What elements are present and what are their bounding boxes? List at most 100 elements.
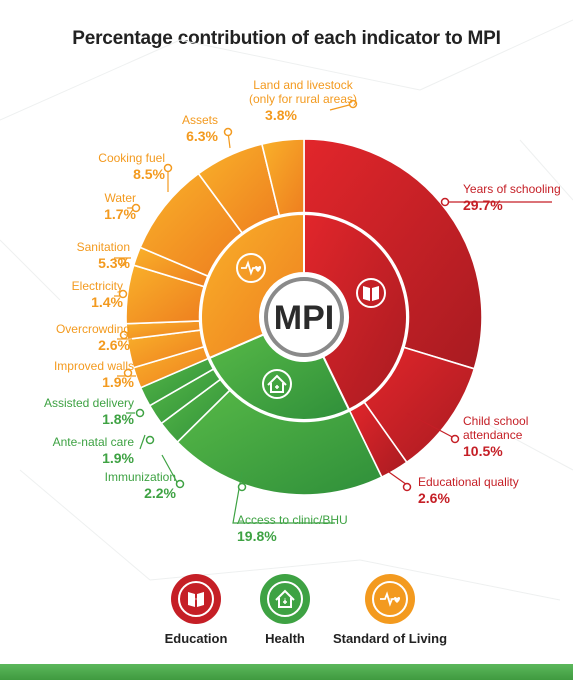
callout-value: 1.9%: [102, 374, 134, 390]
callout-label: Sanitation: [77, 240, 130, 254]
callout-value: 6.3%: [186, 128, 218, 144]
legend-badge-ring: [267, 581, 303, 617]
background-line: [0, 239, 61, 301]
callout-dot: [117, 257, 127, 267]
cross-icon: [275, 385, 279, 389]
callout-dot: [440, 197, 450, 207]
living-ring-icon: [236, 253, 266, 283]
legend-label: Standard of Living: [333, 631, 447, 646]
callout-label: Land and livestock: [253, 78, 353, 92]
callout-value: 10.5%: [463, 443, 503, 459]
callout-dot: [119, 330, 129, 340]
callout-value: 1.9%: [102, 450, 134, 466]
education-ring-icon: [356, 278, 386, 308]
callout-dot: [135, 408, 145, 418]
background-line: [179, 39, 421, 91]
callout-label: Overcrowding: [56, 322, 130, 336]
house-health-icon: [275, 589, 295, 608]
callout-label: Ante-natal care: [53, 435, 135, 449]
callout-value: 2.2%: [144, 485, 176, 501]
callout-value: 1.4%: [91, 294, 123, 310]
book-icon: [363, 286, 379, 301]
background-line: [149, 559, 361, 581]
callout-dot: [237, 482, 247, 492]
callout-line: [406, 412, 459, 441]
legend-item-health: Health: [260, 574, 310, 646]
house-health-icon: [267, 374, 287, 393]
heart-icon: [393, 596, 401, 603]
background-line: [419, 19, 573, 91]
callout-label: Electricity: [72, 279, 123, 293]
callout-value: 1.8%: [102, 411, 134, 427]
callout-dot: [163, 163, 173, 173]
callout-line: [161, 454, 179, 485]
heartbeat-icon: [241, 260, 255, 276]
background-line: [519, 139, 573, 201]
callout-label: attendance: [463, 428, 523, 442]
callout-label: (only for rural areas): [249, 92, 357, 106]
callout-value: 2.6%: [98, 337, 130, 353]
callout-label: Years of schooling: [463, 182, 561, 196]
callout-label: Improved walls: [54, 359, 134, 373]
callout-value: 8.5%: [133, 166, 165, 182]
callout-label: Assisted delivery: [44, 396, 134, 410]
callout-label: Child school: [463, 414, 528, 428]
callout-label: Assets: [182, 113, 218, 127]
callout-value: 5.3%: [98, 255, 130, 271]
callout-line: [139, 434, 146, 450]
callout-dot: [223, 127, 233, 137]
callout-dot: [118, 289, 128, 299]
legend-badge-ring: [178, 581, 214, 617]
background-line: [0, 39, 181, 121]
heartbeat-icon: [380, 591, 401, 607]
house-health-icon: [275, 589, 295, 608]
center-label: MPI: [274, 299, 334, 337]
callout-label: Access to clinic/BHU: [237, 513, 348, 527]
callout-dot: [175, 479, 185, 489]
legend-item-standard-of-living: Standard of Living: [333, 574, 447, 646]
callout-value: 19.8%: [237, 528, 277, 544]
callout-dot: [131, 203, 141, 213]
health-ring-icon: [262, 369, 292, 399]
footer-bar: [0, 664, 573, 680]
callout-land-and-livestock-only-for-rural-areas: Land and livestock(only for rural areas)…: [249, 78, 358, 123]
cross-icon: [283, 600, 287, 604]
callout-value: 1.7%: [104, 206, 136, 222]
callout-dot: [450, 434, 460, 444]
legend-label: Education: [165, 631, 228, 646]
center-circle: [264, 277, 344, 357]
book-icon: [188, 592, 204, 607]
callout-value: 29.7%: [463, 197, 503, 213]
background-network: [0, 19, 573, 601]
callout-label: Immunization: [105, 470, 176, 484]
callout-value: 3.8%: [265, 107, 297, 123]
chart-title: Percentage contribution of each indicato…: [72, 28, 501, 49]
background-line: [359, 559, 561, 601]
book-icon: [188, 592, 204, 607]
heartbeat-icon: [380, 591, 394, 607]
legend-item-education: Education: [165, 574, 228, 646]
legend-label: Health: [265, 631, 305, 646]
background-line: [479, 419, 573, 471]
callout-value: 2.6%: [418, 490, 450, 506]
callout-label: Water: [104, 191, 136, 205]
callout-dot: [348, 99, 358, 109]
background-line: [19, 469, 151, 581]
callout-label: Cooking fuel: [98, 151, 165, 165]
callout-dot: [123, 368, 133, 378]
